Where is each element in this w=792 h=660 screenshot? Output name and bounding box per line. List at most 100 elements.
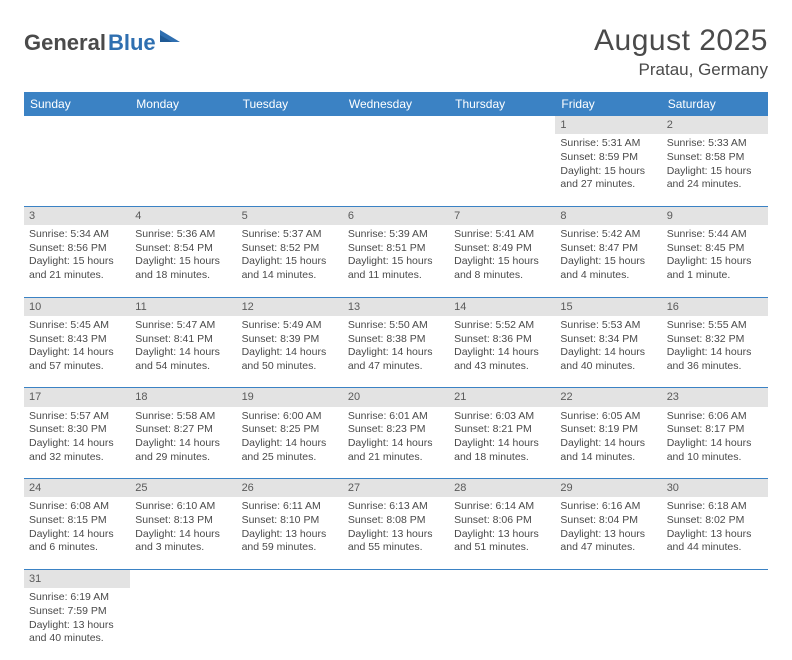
month-title: August 2025 (594, 24, 768, 58)
sunset-text: Sunset: 8:17 PM (667, 423, 763, 437)
day-number-cell: 4 (130, 206, 236, 225)
daylight-text: and 1 minute. (667, 269, 763, 283)
day-number-cell: 17 (24, 388, 130, 407)
day-cell: Sunrise: 5:58 AMSunset: 8:27 PMDaylight:… (130, 407, 236, 479)
sunset-text: Sunset: 8:08 PM (348, 514, 444, 528)
day-cell: Sunrise: 6:06 AMSunset: 8:17 PMDaylight:… (662, 407, 768, 479)
title-block: August 2025 Pratau, Germany (594, 24, 768, 80)
sunrise-text: Sunrise: 5:42 AM (560, 228, 656, 242)
day-number-row: 12 (24, 116, 768, 134)
day-content-row: Sunrise: 6:08 AMSunset: 8:15 PMDaylight:… (24, 497, 768, 569)
sunset-text: Sunset: 8:59 PM (560, 151, 656, 165)
sunrise-text: Sunrise: 6:01 AM (348, 410, 444, 424)
daylight-text: and 18 minutes. (135, 269, 231, 283)
day-number-cell: 7 (449, 206, 555, 225)
daylight-text: Daylight: 15 hours (560, 255, 656, 269)
day-number-cell (449, 569, 555, 588)
day-content-row: Sunrise: 6:19 AMSunset: 7:59 PMDaylight:… (24, 588, 768, 660)
day-number-row: 3456789 (24, 206, 768, 225)
day-number-cell: 20 (343, 388, 449, 407)
daylight-text: Daylight: 15 hours (242, 255, 338, 269)
daylight-text: and 47 minutes. (560, 541, 656, 555)
sunset-text: Sunset: 8:41 PM (135, 333, 231, 347)
day-number-cell: 3 (24, 206, 130, 225)
day-number-cell: 9 (662, 206, 768, 225)
daylight-text: and 47 minutes. (348, 360, 444, 374)
sunrise-text: Sunrise: 6:05 AM (560, 410, 656, 424)
weekday-header: Sunday (24, 92, 130, 116)
sunset-text: Sunset: 8:51 PM (348, 242, 444, 256)
day-number-cell (343, 569, 449, 588)
daylight-text: and 10 minutes. (667, 451, 763, 465)
daylight-text: and 4 minutes. (560, 269, 656, 283)
location: Pratau, Germany (594, 60, 768, 80)
sunrise-text: Sunrise: 6:00 AM (242, 410, 338, 424)
sunrise-text: Sunrise: 5:55 AM (667, 319, 763, 333)
day-cell: Sunrise: 6:08 AMSunset: 8:15 PMDaylight:… (24, 497, 130, 569)
day-cell: Sunrise: 6:05 AMSunset: 8:19 PMDaylight:… (555, 407, 661, 479)
day-cell (237, 134, 343, 206)
day-cell: Sunrise: 5:31 AMSunset: 8:59 PMDaylight:… (555, 134, 661, 206)
day-number-cell: 21 (449, 388, 555, 407)
day-number-cell (130, 116, 236, 134)
day-number-cell: 30 (662, 479, 768, 498)
daylight-text: Daylight: 14 hours (242, 346, 338, 360)
day-cell (555, 588, 661, 660)
sunrise-text: Sunrise: 5:33 AM (667, 137, 763, 151)
day-cell: Sunrise: 5:47 AMSunset: 8:41 PMDaylight:… (130, 316, 236, 388)
day-cell: Sunrise: 5:37 AMSunset: 8:52 PMDaylight:… (237, 225, 343, 297)
day-number-cell: 14 (449, 297, 555, 316)
day-cell: Sunrise: 5:41 AMSunset: 8:49 PMDaylight:… (449, 225, 555, 297)
daylight-text: Daylight: 15 hours (348, 255, 444, 269)
sunset-text: Sunset: 8:43 PM (29, 333, 125, 347)
daylight-text: and 59 minutes. (242, 541, 338, 555)
daylight-text: Daylight: 14 hours (454, 437, 550, 451)
day-cell: Sunrise: 5:45 AMSunset: 8:43 PMDaylight:… (24, 316, 130, 388)
daylight-text: and 40 minutes. (29, 632, 125, 646)
weekday-header-row: SundayMondayTuesdayWednesdayThursdayFrid… (24, 92, 768, 116)
sunrise-text: Sunrise: 5:44 AM (667, 228, 763, 242)
day-number-row: 24252627282930 (24, 479, 768, 498)
sunrise-text: Sunrise: 5:52 AM (454, 319, 550, 333)
day-number-cell: 18 (130, 388, 236, 407)
logo: General Blue (24, 30, 182, 56)
day-cell: Sunrise: 5:44 AMSunset: 8:45 PMDaylight:… (662, 225, 768, 297)
day-cell (130, 134, 236, 206)
day-cell: Sunrise: 5:34 AMSunset: 8:56 PMDaylight:… (24, 225, 130, 297)
daylight-text: Daylight: 13 hours (348, 528, 444, 542)
daylight-text: and 21 minutes. (348, 451, 444, 465)
sunrise-text: Sunrise: 5:36 AM (135, 228, 231, 242)
sunset-text: Sunset: 8:52 PM (242, 242, 338, 256)
header: General Blue August 2025 Pratau, Germany (24, 24, 768, 80)
day-number-cell: 22 (555, 388, 661, 407)
weekday-header: Friday (555, 92, 661, 116)
daylight-text: Daylight: 14 hours (667, 437, 763, 451)
day-number-cell: 13 (343, 297, 449, 316)
logo-text-blue: Blue (108, 30, 156, 56)
day-number-cell (343, 116, 449, 134)
sunset-text: Sunset: 8:58 PM (667, 151, 763, 165)
daylight-text: and 3 minutes. (135, 541, 231, 555)
sunrise-text: Sunrise: 5:41 AM (454, 228, 550, 242)
day-cell (662, 588, 768, 660)
day-number-cell: 26 (237, 479, 343, 498)
sunrise-text: Sunrise: 5:45 AM (29, 319, 125, 333)
sunrise-text: Sunrise: 5:37 AM (242, 228, 338, 242)
logo-text-general: General (24, 30, 106, 56)
daylight-text: Daylight: 15 hours (135, 255, 231, 269)
day-cell: Sunrise: 6:13 AMSunset: 8:08 PMDaylight:… (343, 497, 449, 569)
day-cell (449, 134, 555, 206)
day-number-cell: 11 (130, 297, 236, 316)
daylight-text: Daylight: 13 hours (29, 619, 125, 633)
day-number-cell: 23 (662, 388, 768, 407)
sunset-text: Sunset: 8:23 PM (348, 423, 444, 437)
daylight-text: Daylight: 14 hours (135, 437, 231, 451)
sunset-text: Sunset: 8:13 PM (135, 514, 231, 528)
sunset-text: Sunset: 8:19 PM (560, 423, 656, 437)
daylight-text: and 6 minutes. (29, 541, 125, 555)
day-cell: Sunrise: 5:53 AMSunset: 8:34 PMDaylight:… (555, 316, 661, 388)
sunset-text: Sunset: 8:27 PM (135, 423, 231, 437)
day-number-cell: 2 (662, 116, 768, 134)
day-cell: Sunrise: 5:50 AMSunset: 8:38 PMDaylight:… (343, 316, 449, 388)
daylight-text: Daylight: 14 hours (29, 346, 125, 360)
